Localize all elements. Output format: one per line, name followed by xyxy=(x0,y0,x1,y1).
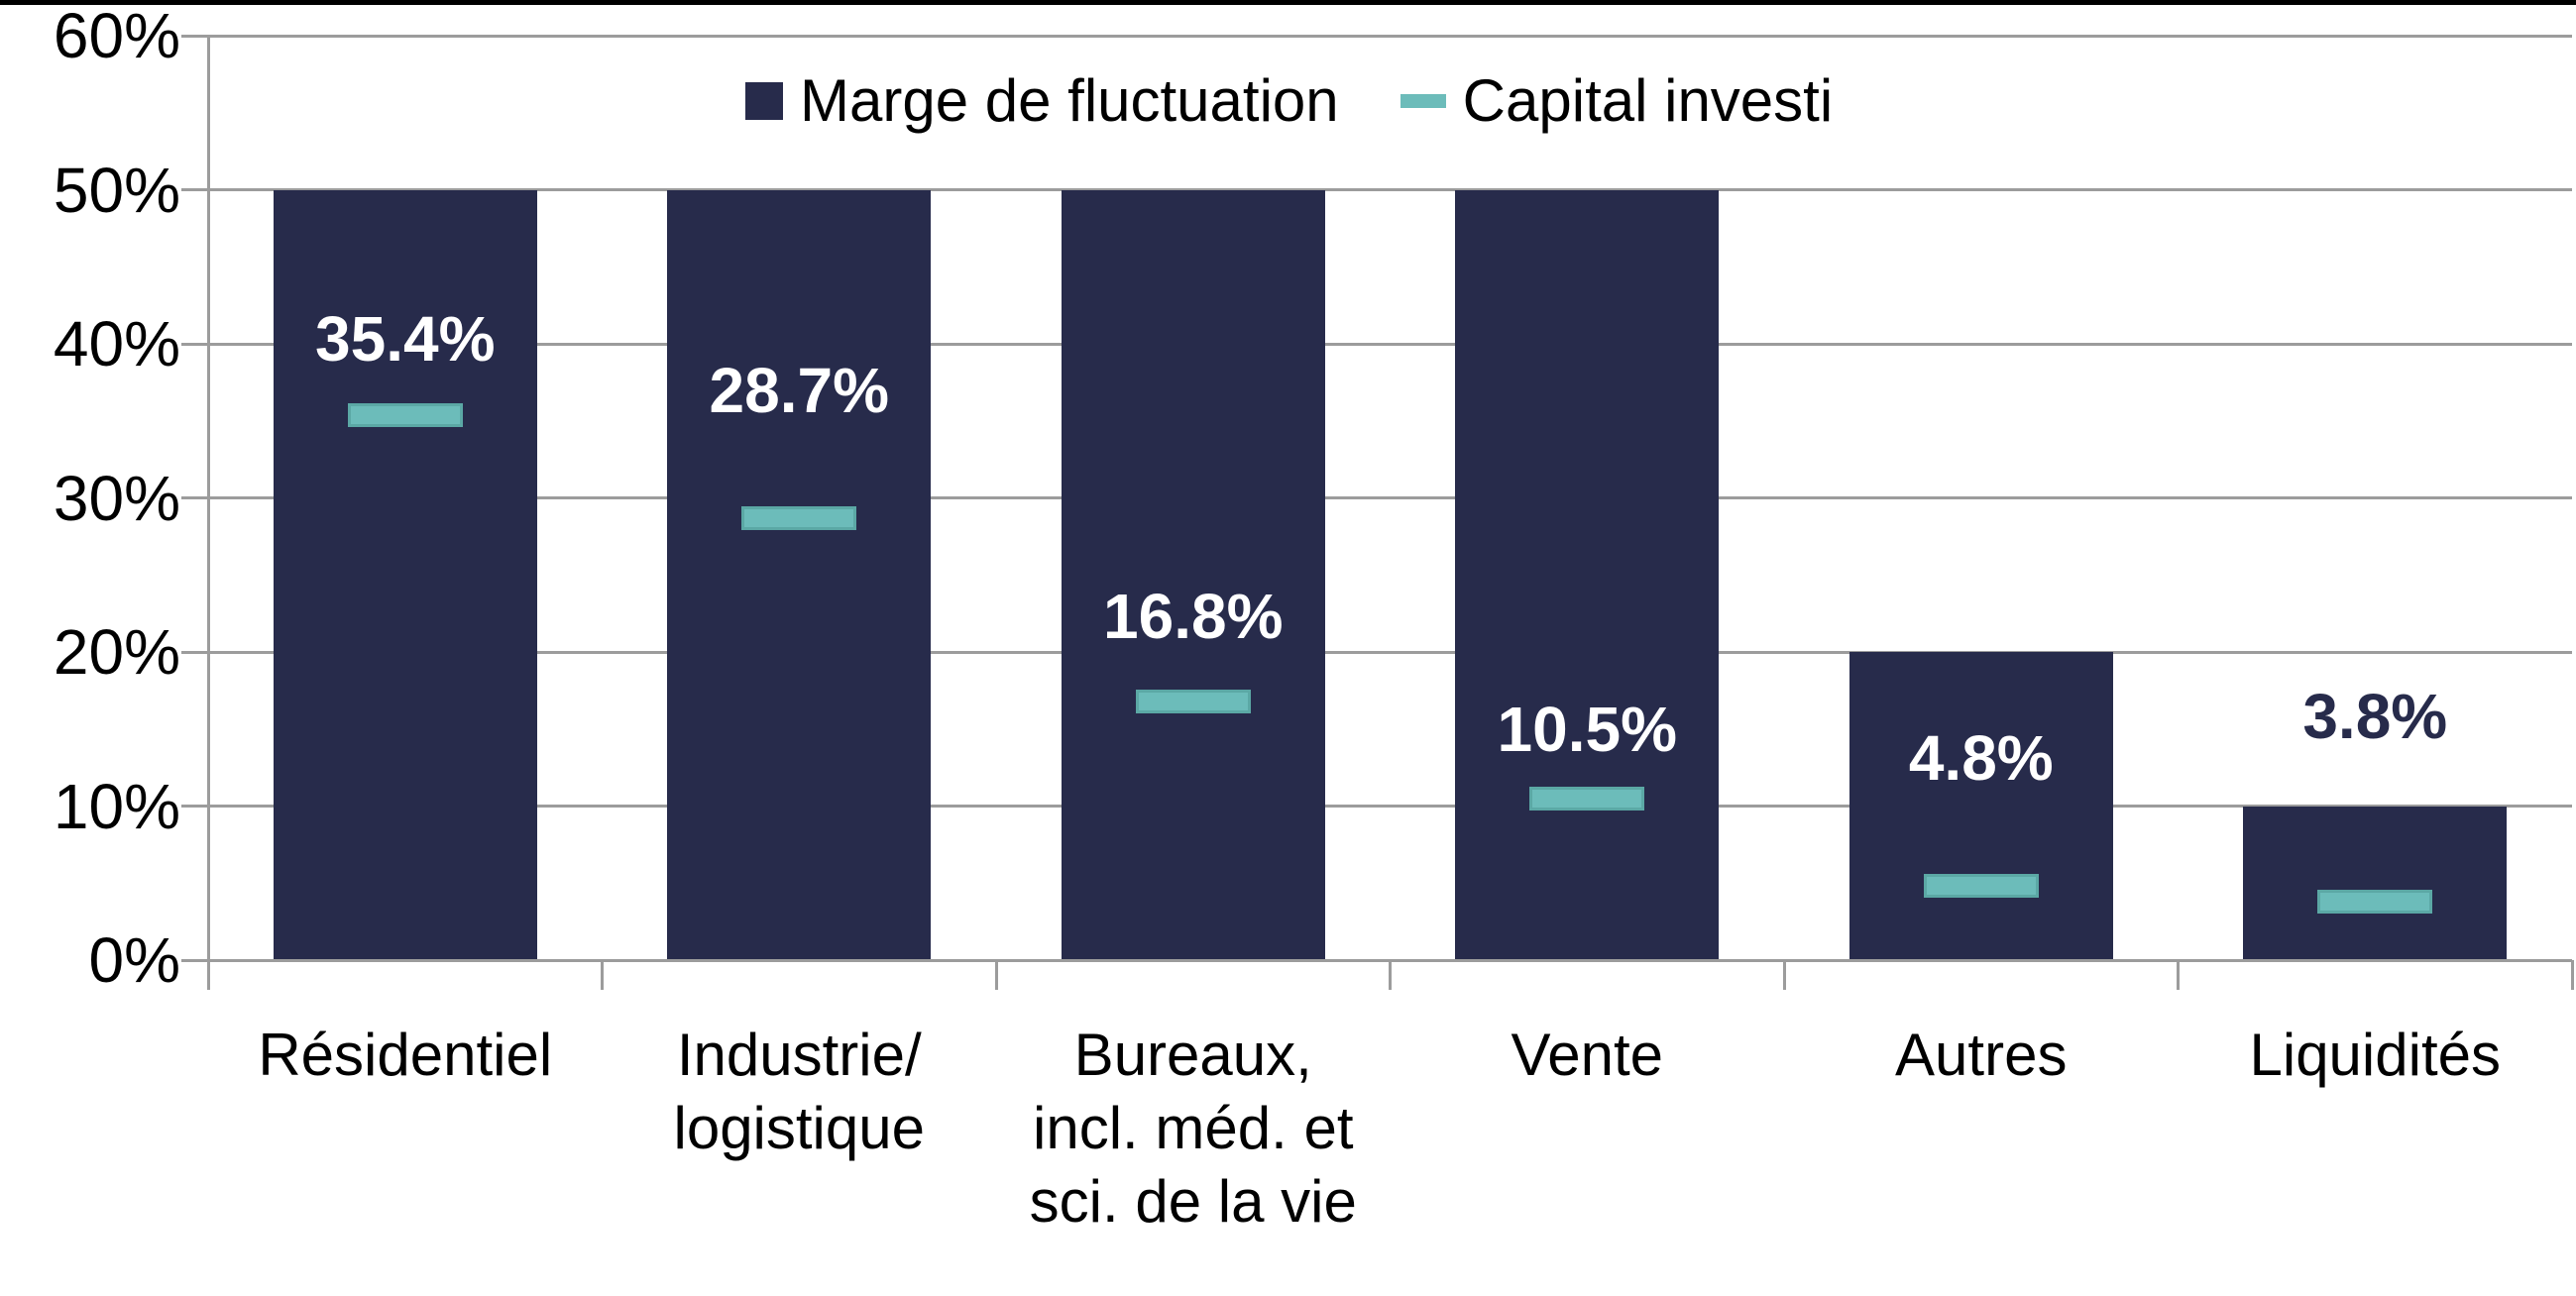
capital-dash-4 xyxy=(1923,874,2039,899)
category-label-4: Autres xyxy=(1895,1022,2068,1088)
category-label-2: Bureaux, incl. méd. et sci. de la vie xyxy=(1029,1022,1357,1235)
y-axis-tick-20 xyxy=(181,650,210,654)
gridline-40 xyxy=(208,342,2572,346)
x-axis-tick-2 xyxy=(994,960,998,990)
y-axis-tick-30 xyxy=(181,496,210,499)
y-axis-tick-10 xyxy=(181,805,210,808)
y-axis-label-20: 20% xyxy=(53,616,180,688)
y-axis-label-40: 40% xyxy=(53,308,180,379)
data-label-0: 35.4% xyxy=(315,303,496,376)
gridline-20 xyxy=(208,650,2572,654)
y-axis-label-0: 0% xyxy=(88,924,181,996)
legend-label-capital-investi: Capital investi xyxy=(1462,67,1834,134)
legend-item-marge-de-fluctuation: Marge de fluctuation xyxy=(745,65,1339,137)
category-label-5: Liquidités xyxy=(2249,1022,2502,1088)
y-axis-tick-60 xyxy=(181,34,210,38)
gridline-60 xyxy=(208,34,2572,38)
x-axis-tick-5 xyxy=(2177,960,2180,990)
data-label-5: 3.8% xyxy=(2302,681,2448,753)
gridline-50 xyxy=(208,188,2572,191)
y-axis-label-30: 30% xyxy=(53,462,180,534)
data-label-3: 10.5% xyxy=(1497,693,1677,765)
capital-dash-2 xyxy=(1135,689,1251,713)
y-axis-tick-40 xyxy=(181,342,210,346)
marge-bar-0 xyxy=(273,189,537,962)
category-label-0: Résidentiel xyxy=(258,1022,553,1088)
x-axis-tick-6 xyxy=(2570,960,2574,990)
marge-bar-2 xyxy=(1061,189,1325,962)
capital-dash-1 xyxy=(741,505,857,530)
gridline-30 xyxy=(208,496,2572,499)
data-label-2: 16.8% xyxy=(1103,581,1284,653)
y-axis-tick-0 xyxy=(181,958,210,962)
legend-dash-swatch xyxy=(1400,94,1446,108)
chart-legend: Marge de fluctuation Capital investi xyxy=(745,65,1833,137)
gridline-10 xyxy=(208,805,2572,808)
y-axis-label-10: 10% xyxy=(53,770,180,842)
legend-square-swatch xyxy=(745,82,783,120)
y-axis-label-50: 50% xyxy=(53,154,180,226)
y-axis-label-60: 60% xyxy=(53,0,180,71)
data-label-4: 4.8% xyxy=(1908,722,2054,795)
marge-bar-4 xyxy=(1848,652,2113,962)
x-axis-tick-3 xyxy=(1389,960,1392,990)
data-label-1: 28.7% xyxy=(709,354,889,426)
capital-dash-5 xyxy=(2317,889,2433,914)
category-label-1: Industrie/ logistique xyxy=(673,1022,926,1161)
marge-bar-5 xyxy=(2243,806,2508,962)
legend-label-marge-de-fluctuation: Marge de fluctuation xyxy=(800,67,1339,134)
y-axis-line xyxy=(206,36,210,963)
y-axis-tick-50 xyxy=(181,188,210,191)
category-label-3: Vente xyxy=(1511,1022,1664,1088)
capital-dash-0 xyxy=(347,402,463,427)
marge-bar-3 xyxy=(1455,189,1720,962)
capital-dash-3 xyxy=(1529,786,1645,810)
x-axis-tick-4 xyxy=(1782,960,1786,990)
x-axis-tick-0 xyxy=(206,960,210,990)
top-border-line xyxy=(0,0,2576,5)
legend-item-capital-investi: Capital investi xyxy=(1400,65,1834,137)
marge-bar-1 xyxy=(667,189,932,962)
x-axis-tick-1 xyxy=(601,960,604,990)
